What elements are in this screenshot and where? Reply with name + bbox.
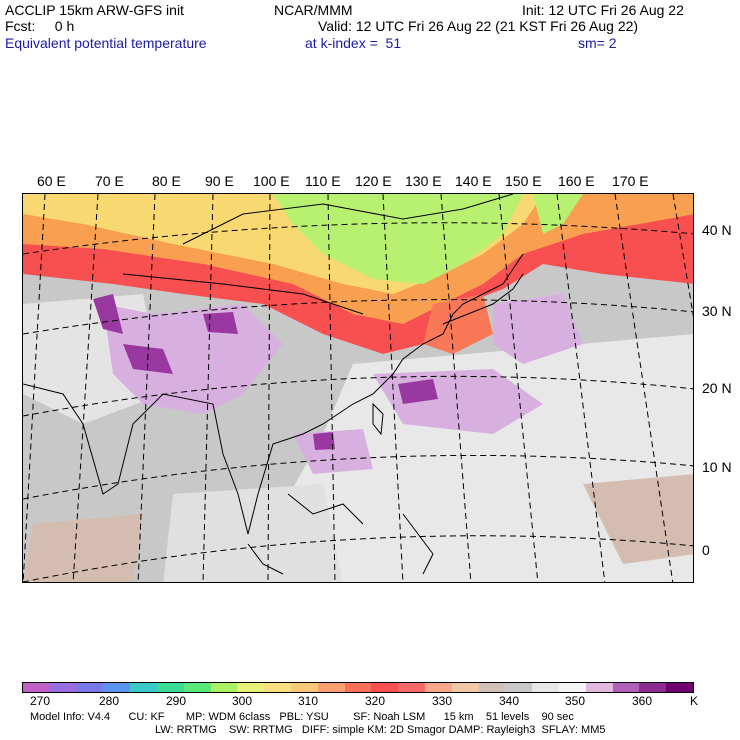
colorbar-swatch (156, 683, 184, 692)
field-name: Equivalent potential temperature (5, 35, 207, 51)
colorbar-swatch (558, 683, 586, 692)
colorbar-swatch (478, 683, 506, 692)
valid-time: Valid: 12 UTC Fri 26 Aug 22 (21 KST Fri … (318, 18, 639, 34)
light-field-east (273, 334, 693, 582)
model-title: ACCLIP 15km ARW-GFS init (5, 2, 184, 18)
dark-purple-china (398, 379, 438, 404)
longitude-label: 120 E (355, 173, 392, 189)
latitude-label: 20 N (702, 380, 732, 396)
purple-region-indochina (293, 429, 373, 474)
colorbar-swatch (451, 683, 479, 692)
colorbar-swatch (344, 683, 372, 692)
smoothing-label: sm= 2 (578, 35, 617, 51)
colorbar (22, 682, 694, 693)
colorbar-swatch (264, 683, 291, 692)
colorbar-swatch (130, 683, 157, 692)
longitude-label: 110 E (305, 173, 341, 189)
longitude-label: 150 E (505, 173, 542, 189)
green-region-okhotsk (533, 194, 583, 234)
latitude-label: 10 N (702, 459, 732, 475)
light-field-south (163, 484, 343, 582)
colorbar-swatch (76, 683, 104, 692)
center-title: NCAR/MMM (274, 2, 353, 18)
green-region-mongolia (273, 194, 523, 284)
longitude-label: 100 E (253, 173, 290, 189)
longitude-label: 70 E (95, 173, 124, 189)
colorbar-tick-label: 280 (99, 694, 120, 708)
colorbar-swatch (183, 683, 211, 692)
colorbar-tick-label: 290 (166, 694, 187, 708)
theta-e-map (23, 194, 693, 582)
colorbar-swatch (398, 683, 425, 692)
longitude-label: 90 E (205, 173, 234, 189)
forecast-hour: Fcst: 0 h (5, 18, 75, 34)
colorbar-tick-label: 360 (632, 694, 653, 708)
salmon-region-korea-japan (423, 294, 493, 354)
colorbar-swatch (317, 683, 345, 692)
longitude-label: 160 E (558, 173, 595, 189)
longitude-label: 60 E (37, 173, 66, 189)
colorbar-tick-label: 320 (365, 694, 386, 708)
footer-model-info: Model Info: V4.4 CU: KF MP: WDM 6class P… (30, 711, 574, 723)
purple-region-pacific (493, 294, 583, 364)
purple-region-himalaya (103, 304, 283, 414)
map-panel (22, 193, 694, 583)
latitude-label: 30 N (702, 303, 732, 319)
footer-physics-info: LW: RRTMG SW: RRTMG DIFF: simple KM: 2D … (155, 724, 606, 736)
level-index: at k-index = 51 (305, 35, 402, 51)
init-time: Init: 12 UTC Fri 26 Aug 22 (522, 2, 684, 18)
colorbar-swatch (639, 683, 667, 692)
dark-purple-tibet (203, 312, 238, 334)
dark-purple-kashmir (93, 294, 123, 334)
colorbar-swatch (237, 683, 265, 692)
longitude-label: 170 E (612, 173, 649, 189)
colorbar-swatch (532, 683, 559, 692)
colorbar-swatch (371, 683, 399, 692)
colorbar-swatch (23, 683, 50, 692)
longitude-label: 130 E (405, 173, 442, 189)
colorbar-swatch (49, 683, 77, 692)
coastlines (23, 194, 524, 575)
tan-field-southeast (583, 474, 693, 564)
colorbar-unit: K (690, 694, 699, 708)
colorbar-swatch (585, 683, 613, 692)
longitude-label: 80 E (152, 173, 181, 189)
colorbar-swatch (424, 683, 452, 692)
colorbar-swatch (612, 683, 640, 692)
colorbar-swatch (210, 683, 238, 692)
colorbar-swatch (666, 683, 693, 692)
graticule (23, 194, 693, 582)
colorbar-tick-label: 310 (298, 694, 319, 708)
colorbar-swatch (103, 683, 131, 692)
colorbar-swatch (290, 683, 318, 692)
colorbar-tick-label: 330 (432, 694, 453, 708)
tan-field-southwest (23, 514, 143, 582)
longitude-label: 140 E (455, 173, 492, 189)
colorbar-tick-label: 300 (232, 694, 253, 708)
latitude-label: 40 N (702, 222, 732, 238)
dark-purple-vietnam (313, 432, 335, 450)
latitude-label: 0 (702, 542, 710, 558)
colorbar-tick-label: 350 (565, 694, 586, 708)
colorbar-tick-label: 270 (30, 694, 51, 708)
colorbar-swatch (505, 683, 533, 692)
colorbar-tick-label: 340 (499, 694, 520, 708)
